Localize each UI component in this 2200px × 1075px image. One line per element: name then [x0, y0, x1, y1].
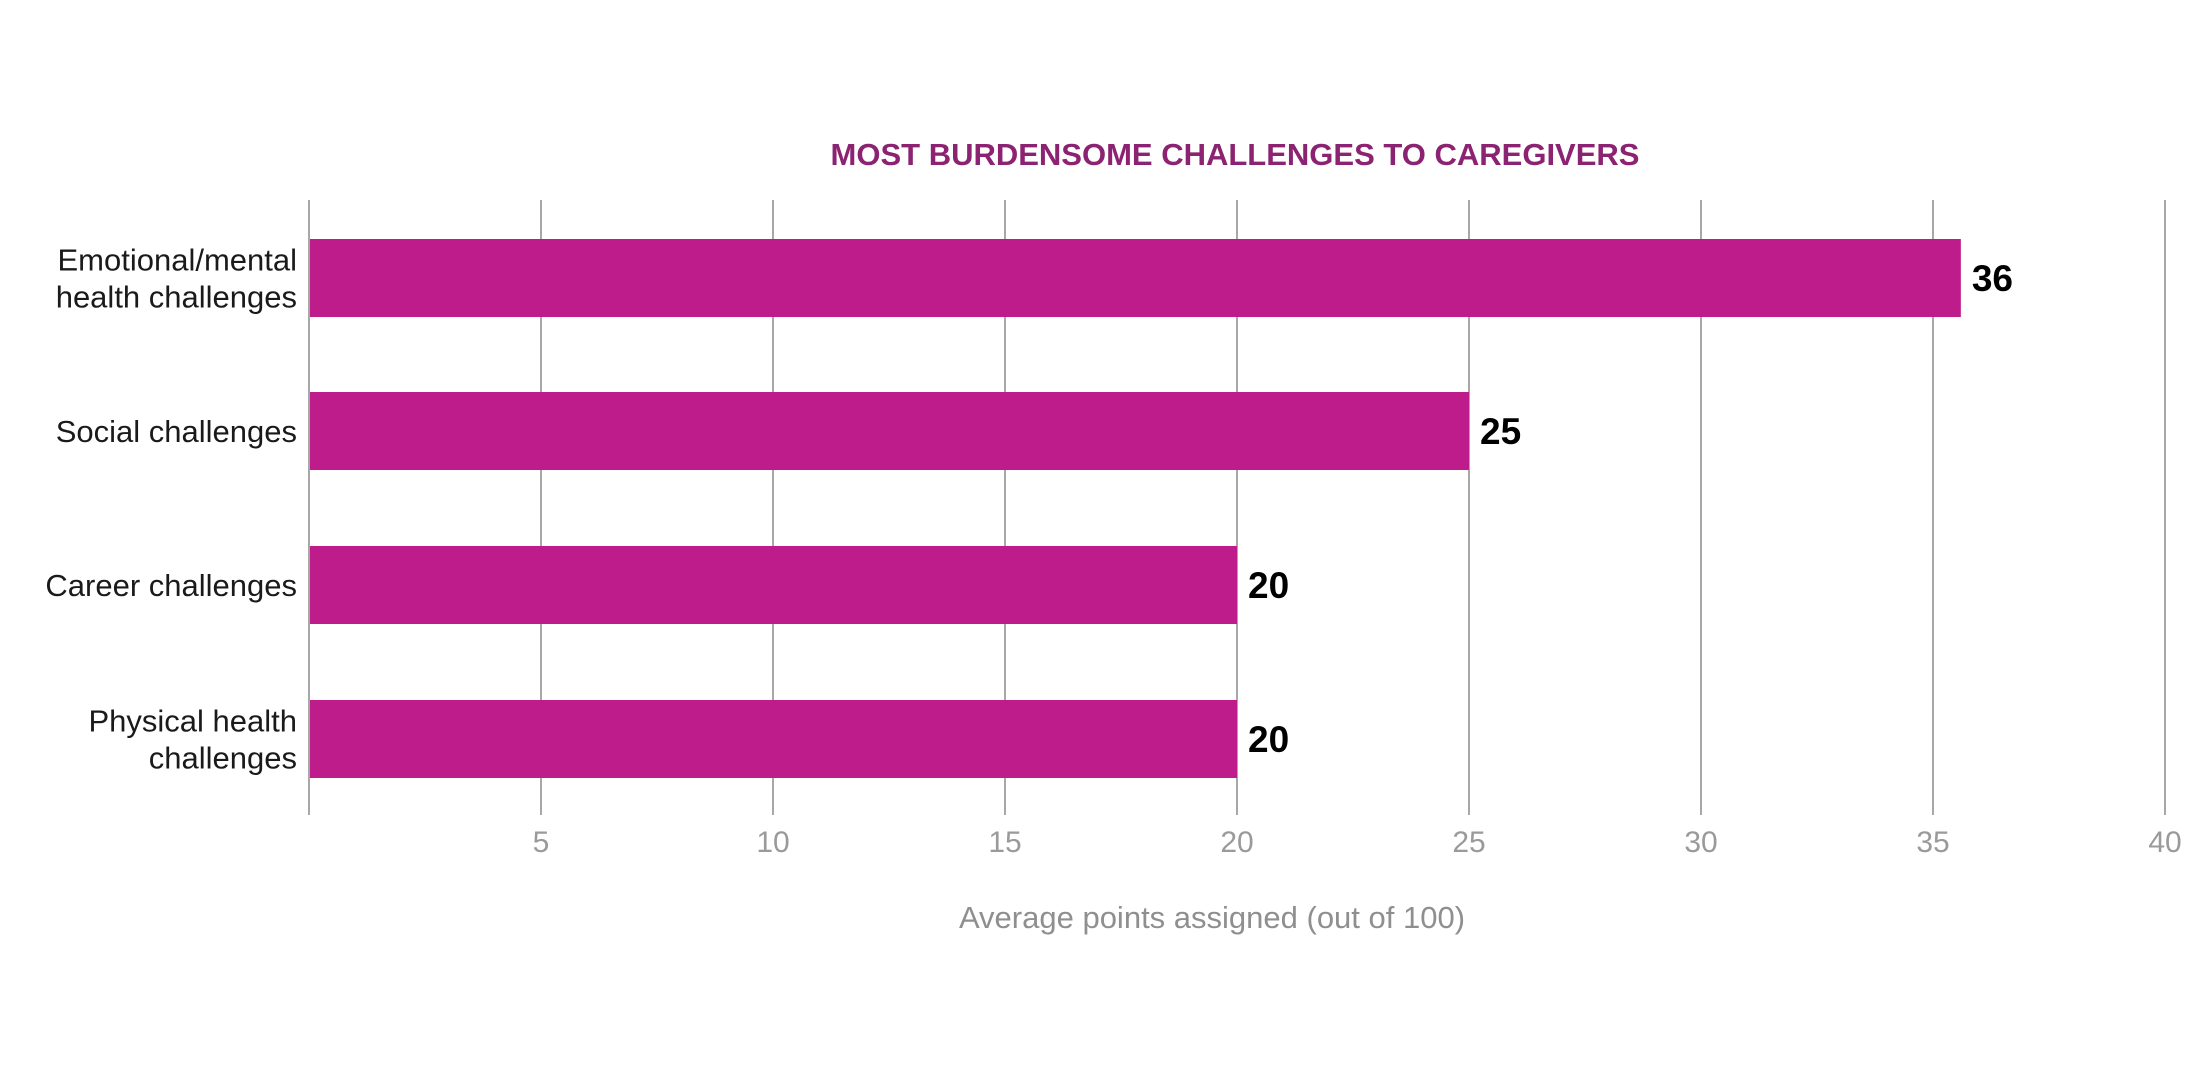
bar	[310, 700, 1237, 778]
data-label: 20	[1248, 719, 1289, 760]
category-label-line: challenges	[149, 741, 297, 776]
x-tick-label: 30	[1684, 826, 1717, 859]
category-label: Social challenges	[56, 414, 297, 449]
x-tick-label: 25	[1452, 826, 1485, 859]
category-label: Career challenges	[45, 568, 297, 603]
category-label-line: Physical health	[88, 704, 297, 739]
x-tick-label: 5	[533, 826, 550, 859]
category-labels: Emotional/mental health challenges Social …	[45, 243, 297, 776]
category-label-line: Career challenges	[45, 568, 297, 603]
data-label: 25	[1480, 411, 1521, 452]
x-tick-label: 40	[2148, 826, 2181, 859]
category-label: Emotional/mental health challenges	[56, 243, 297, 315]
x-tick-label: 35	[1916, 826, 1949, 859]
data-labels: 36 25 20 20	[1248, 258, 2013, 760]
x-tick-label: 10	[756, 826, 789, 859]
bars	[310, 239, 1961, 778]
category-label-line: Social challenges	[56, 414, 297, 449]
data-label: 20	[1248, 565, 1289, 606]
bar	[310, 546, 1237, 624]
bar	[310, 392, 1469, 470]
category-label-line: Emotional/mental	[57, 243, 297, 278]
x-tick-labels: 5 10 15 20 25 30 35 40	[533, 826, 2182, 859]
category-label-line: health challenges	[56, 280, 297, 315]
category-label: Physical health challenges	[88, 704, 297, 776]
bar	[310, 239, 1961, 317]
data-label: 36	[1972, 258, 2013, 299]
chart-title: MOST BURDENSOME CHALLENGES TO CAREGIVERS	[831, 137, 1640, 172]
x-axis-title: Average points assigned (out of 100)	[959, 900, 1465, 935]
x-tick-label: 15	[988, 826, 1021, 859]
x-tick-label: 20	[1220, 826, 1253, 859]
